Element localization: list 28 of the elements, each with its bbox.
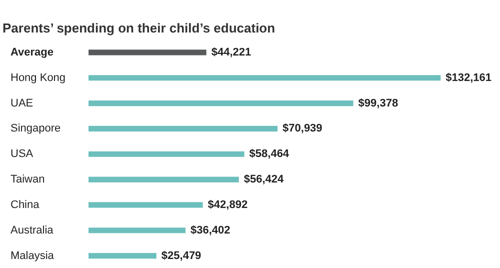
bar: [88, 176, 239, 182]
data-label: $58,464: [249, 148, 290, 160]
data-label: $44,221: [211, 46, 252, 58]
bar: [88, 228, 186, 234]
y-tick-label: USA: [10, 148, 34, 160]
bar: [88, 151, 244, 157]
data-label: $56,424: [244, 174, 284, 186]
bar: [88, 100, 354, 106]
y-tick-label: Average: [10, 46, 54, 58]
bar: [88, 50, 206, 56]
data-label: $132,161: [446, 72, 492, 84]
y-tick-label: Malaysia: [10, 250, 55, 262]
bar: [88, 75, 441, 81]
data-label: $70,939: [282, 122, 322, 135]
y-tick-label: Taiwan: [10, 174, 45, 186]
y-tick-label: Singapore: [10, 122, 61, 135]
bar: [88, 202, 203, 208]
y-tick-label: UAE: [10, 97, 34, 110]
bar: [88, 126, 278, 132]
data-label: $25,479: [161, 250, 202, 262]
bar: [88, 252, 156, 259]
data-label: $36,402: [190, 224, 230, 236]
chart-title: Parents’ spending on their child’s education: [2, 20, 276, 36]
y-tick-label: China: [10, 198, 40, 211]
data-label: $99,378: [358, 97, 398, 110]
y-tick-label: Australia: [10, 224, 54, 236]
data-label: $42,892: [208, 198, 248, 211]
y-tick-label: Hong Kong: [10, 72, 66, 84]
